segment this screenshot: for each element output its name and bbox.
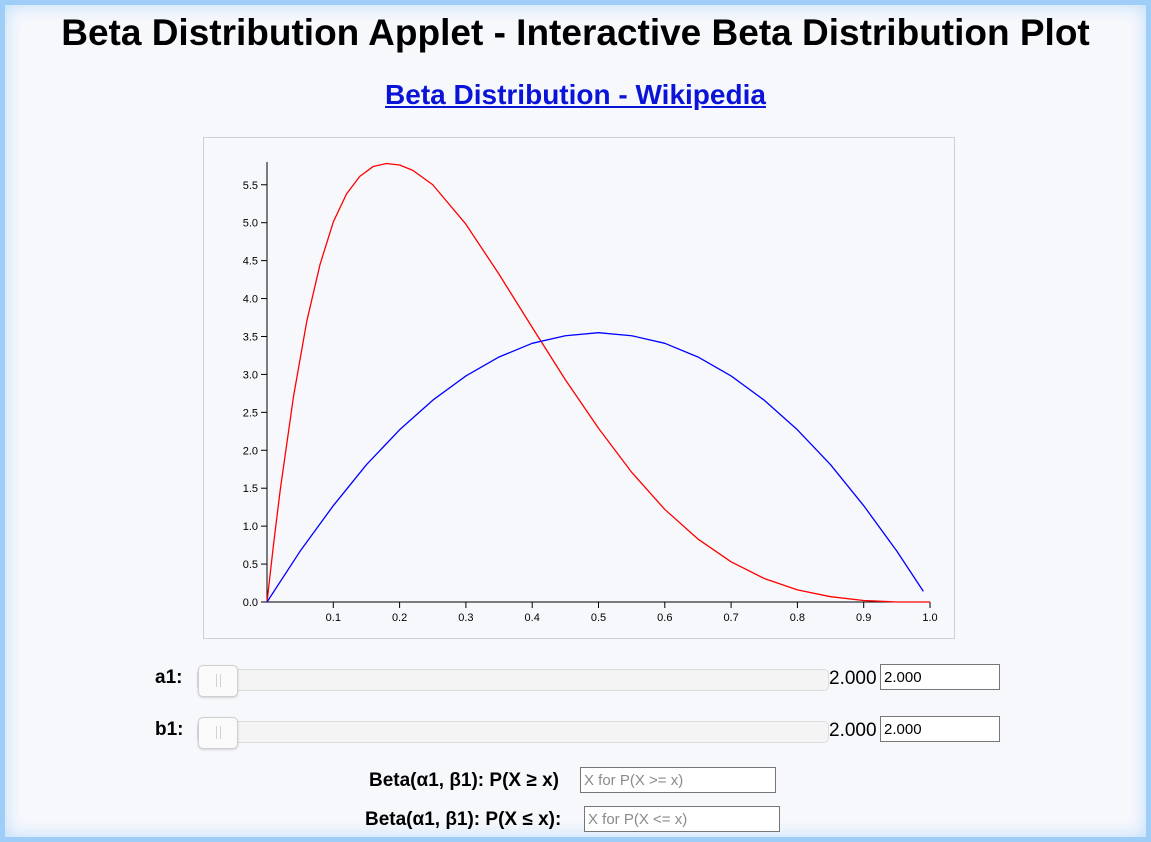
b1-control-row: b1: 2.000 [5, 716, 1146, 749]
y-tick-label: 2.0 [243, 445, 258, 457]
y-tick-label: 1.5 [243, 483, 258, 495]
y-tick-label: 5.5 [243, 180, 258, 192]
y-tick-label: 4.5 [243, 256, 258, 268]
x-tick-label: 0.1 [326, 612, 341, 624]
series-line-1 [266, 162, 930, 603]
wikipedia-link-container: Beta Distribution - Wikipedia [5, 79, 1146, 111]
prob-le-label: Beta(α1, β1): P(X ≤ x): [365, 809, 562, 830]
x-tick-label: 0.8 [790, 612, 805, 624]
chart-svg: 0.1 0.2 0.3 0.4 0.5 0.6 0.7 0.8 0.9 1.0 0.0 0.5 1.0… [243, 162, 938, 624]
beta-distribution-chart: 0.1 0.2 0.3 0.4 0.5 0.6 0.7 0.8 0.9 1.0 0.0 0.5 1.0… [203, 137, 955, 639]
prob-le-input[interactable] [584, 806, 780, 832]
x-tick-label: 0.2 [392, 612, 407, 624]
y-tick-label: 3.0 [243, 369, 258, 381]
x-tick-label: 0.6 [657, 612, 672, 624]
x-tick-label: 0.7 [723, 612, 738, 624]
y-tick-label: 4.0 [243, 294, 258, 306]
b1-input[interactable] [880, 716, 1000, 742]
y-tick-label: 3.5 [243, 331, 258, 343]
a1-input[interactable] [880, 664, 1000, 690]
prob-le-row: Beta(α1, β1): P(X ≤ x): [5, 806, 1146, 834]
x-tick-label: 1.0 [922, 612, 937, 624]
series-line-2 [266, 332, 924, 603]
y-tick-label: 0.0 [243, 597, 258, 609]
x-tick-label: 0.5 [591, 612, 606, 624]
a1-value: 2.000 [829, 668, 877, 689]
a1-label: a1: [155, 667, 183, 688]
a1-slider[interactable] [197, 665, 829, 697]
b1-label: b1: [155, 719, 184, 740]
x-tick-label: 0.9 [856, 612, 871, 624]
x-tick-label: 0.4 [525, 612, 540, 624]
b1-slider-handle[interactable] [198, 717, 238, 749]
series-layer [266, 162, 930, 603]
b1-slider[interactable] [197, 717, 829, 749]
wikipedia-link[interactable]: Beta Distribution - Wikipedia [385, 79, 766, 110]
page-title: Beta Distribution Applet - Interactive B… [61, 12, 1090, 53]
y-tick-label: 0.5 [243, 559, 258, 571]
a1-control-row: a1: 2.000 [5, 664, 1146, 697]
prob-ge-input[interactable] [580, 767, 776, 793]
x-tick-label: 0.3 [458, 612, 473, 624]
prob-ge-row: Beta(α1, β1): P(X ≥ x) [5, 767, 1146, 795]
prob-ge-label: Beta(α1, β1): P(X ≥ x) [369, 770, 559, 791]
b1-value: 2.000 [829, 720, 877, 741]
y-tick-label: 1.0 [243, 521, 258, 533]
y-tick-label: 2.5 [243, 407, 258, 419]
y-axis-ticks: 0.0 0.5 1.0 1.5 2.0 2.5 3.0 3.5 4.0 4.5 5.0 5.5 [243, 180, 267, 609]
x-axis-ticks: 0.1 0.2 0.3 0.4 0.5 0.6 0.7 0.8 0.9 1.0 [326, 602, 938, 624]
a1-slider-handle[interactable] [198, 665, 238, 697]
y-tick-label: 5.0 [243, 218, 258, 230]
